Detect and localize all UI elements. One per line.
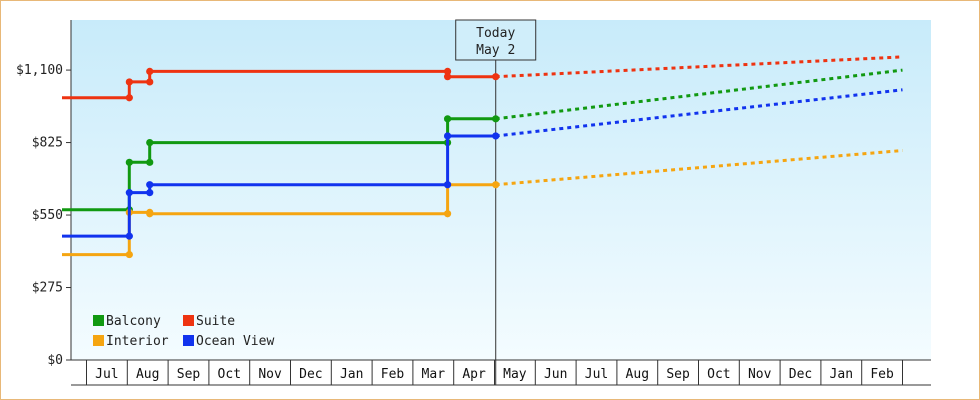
data-point-interior [125, 250, 133, 259]
month-label: Jul [585, 367, 608, 382]
y-tick-label: $550 [32, 208, 63, 223]
month-label: Oct [707, 367, 730, 382]
data-point-suite [125, 94, 133, 102]
data-point-ocean-view [125, 232, 133, 240]
legend-label-balcony: Balcony [106, 314, 161, 329]
plot-background [71, 20, 931, 360]
month-label: Feb [870, 367, 894, 382]
legend-label-interior: Interior [106, 334, 169, 349]
data-point-suite [443, 67, 452, 75]
legend-swatch-suite [183, 315, 194, 326]
month-label: Nov [748, 367, 772, 382]
legend-swatch-balcony [93, 315, 104, 326]
data-point-ocean-view [146, 181, 154, 189]
series-line-ocean-view [62, 134, 496, 238]
month-label: Sep [666, 367, 690, 382]
legend-label-ocean-view: Ocean View [196, 334, 274, 349]
data-point-interior [492, 181, 500, 189]
today-marker: Today May 2 [455, 19, 537, 385]
series-ocean-view [62, 88, 903, 240]
y-tick-label: $275 [32, 281, 63, 296]
data-point-suite [146, 78, 154, 86]
month-label: Jun [544, 367, 567, 382]
data-point-suite [492, 73, 500, 81]
data-point-balcony [125, 158, 133, 166]
data-point-ocean-view [125, 189, 133, 197]
data-point-balcony [443, 115, 452, 123]
y-tick-label: $1,100 [16, 63, 63, 78]
data-point-ocean-view [443, 181, 452, 189]
data-point-ocean-view [492, 132, 500, 140]
month-label: Jul [95, 367, 118, 382]
legend-swatch-ocean-view [183, 335, 194, 346]
month-label: Feb [381, 367, 405, 382]
y-tick-label: $0 [47, 353, 63, 368]
month-label: Mar [422, 367, 446, 382]
series-suite [62, 55, 903, 102]
data-point-balcony [146, 158, 154, 166]
month-label: Aug [626, 367, 649, 382]
data-point-suite [125, 78, 133, 86]
month-label: Apr [462, 367, 486, 382]
month-label: Dec [299, 367, 322, 382]
data-point-balcony [146, 138, 154, 147]
legend-label-suite: Suite [196, 314, 235, 329]
data-point-suite [443, 73, 452, 81]
data-point-suite [146, 67, 154, 75]
data-point-interior [443, 210, 452, 218]
month-label: Dec [789, 367, 812, 382]
month-label: May [503, 367, 527, 382]
month-label: Jan [830, 367, 853, 382]
today-label: Today [476, 26, 515, 41]
data-point-ocean-view [443, 132, 452, 140]
legend-swatch-interior [93, 335, 104, 346]
series-forecast-suite [495, 55, 903, 79]
axes: $0 $275 $550 $825 $1,100 Jul Aug Sep Oct Nov Dec Ja… [16, 20, 931, 386]
month-label: Nov [258, 367, 282, 382]
y-tick-label: $825 [32, 136, 63, 151]
data-point-interior [146, 210, 154, 218]
month-label: Aug [136, 367, 159, 382]
today-box [455, 19, 537, 61]
series-group [62, 55, 903, 259]
data-point-ocean-view [146, 189, 154, 197]
legend: Balcony Suite Interior Ocean View [93, 314, 274, 349]
data-point-balcony [492, 115, 500, 123]
month-label: Jan [340, 367, 363, 382]
month-label: Sep [177, 367, 201, 382]
today-label: May 2 [476, 43, 515, 58]
month-label: Oct [218, 367, 241, 382]
